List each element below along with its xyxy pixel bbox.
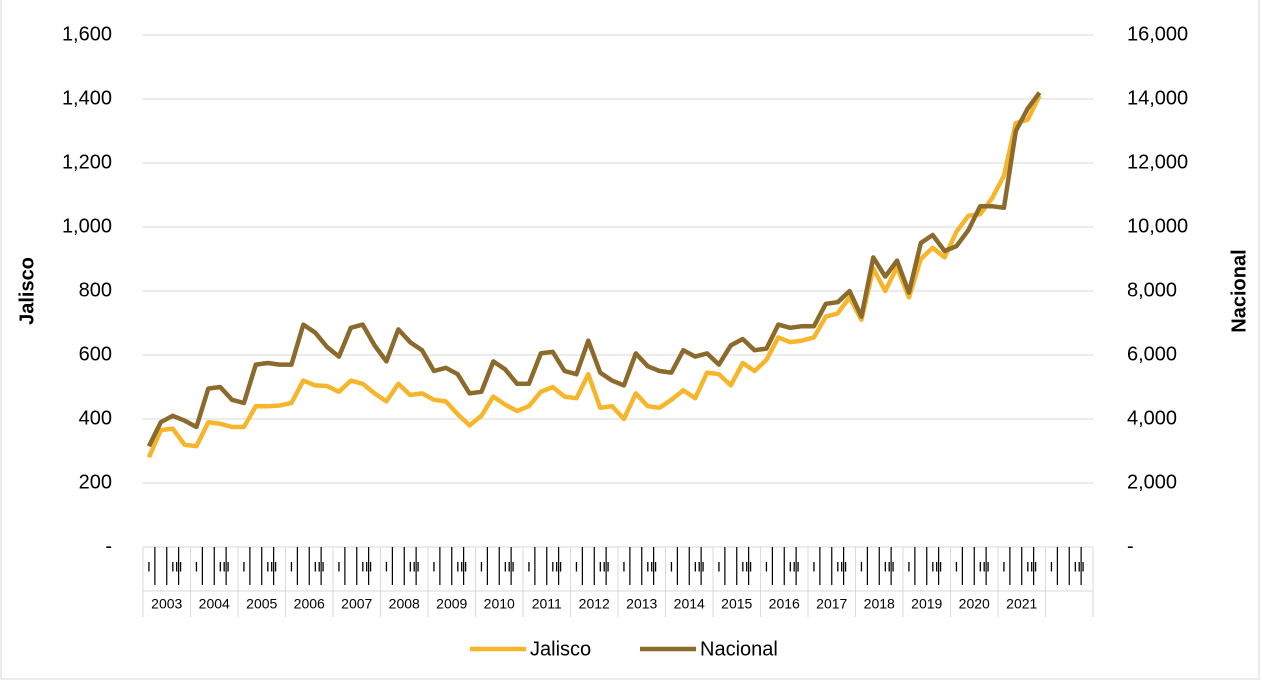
line-series xyxy=(146,94,1042,459)
x-tick-label: I xyxy=(1002,559,1006,575)
x-tick-label: III xyxy=(788,559,800,575)
x-tick-label: III xyxy=(883,559,895,575)
x-tick-label: I xyxy=(764,559,768,575)
x-tick-label: III xyxy=(931,559,943,575)
x-tick-label: I xyxy=(574,559,578,575)
year-label: 2020 xyxy=(959,596,990,612)
year-label: 2007 xyxy=(341,596,372,612)
line-series xyxy=(146,91,1042,448)
y-tick-label: 200 xyxy=(79,471,112,493)
y-tick-label: 1,200 xyxy=(62,151,112,173)
year-label: 2016 xyxy=(769,596,800,612)
y-tick-label: 1,600 xyxy=(62,23,112,45)
x-tick-label: III xyxy=(503,559,515,575)
x-tick-label: I xyxy=(907,559,911,575)
x-tick-label: III xyxy=(171,559,183,575)
x-tick-label: III xyxy=(646,559,658,575)
x-tick-label: III xyxy=(551,559,563,575)
year-label: 2015 xyxy=(721,596,752,612)
x-tick-label: I xyxy=(479,559,483,575)
legend-label: Nacional xyxy=(700,638,778,660)
x-tick-label: III xyxy=(978,559,990,575)
y2-tick-label: 10,000 xyxy=(1127,215,1188,237)
x-tick-label: III xyxy=(408,559,420,575)
x-tick-label: I xyxy=(194,559,198,575)
x-tick-label: I xyxy=(337,559,341,575)
year-label: 2019 xyxy=(911,596,942,612)
y-axis-title: Jalisco xyxy=(16,257,38,325)
y2-tick-label: 14,000 xyxy=(1127,87,1188,109)
x-tick-label: I xyxy=(384,559,388,575)
y2-tick-label: 4,000 xyxy=(1127,407,1177,429)
y2-tick-label: 16,000 xyxy=(1127,23,1188,45)
x-tick-label: I xyxy=(717,559,721,575)
y2-tick-label: 2,000 xyxy=(1127,471,1177,493)
y2-tick-label: - xyxy=(1127,535,1134,557)
x-tick-label: I xyxy=(622,559,626,575)
y-tick-label: 400 xyxy=(79,407,112,429)
x-tick-label: III xyxy=(218,559,230,575)
x-tick-label: III xyxy=(741,559,753,575)
x-tick-label: I xyxy=(289,559,293,575)
x-tick-label: I xyxy=(812,559,816,575)
y2-tick-label: 12,000 xyxy=(1127,151,1188,173)
year-label: 2004 xyxy=(199,596,230,612)
year-label: 2003 xyxy=(151,596,182,612)
year-label: 2009 xyxy=(436,596,467,612)
x-tick-label: I xyxy=(527,559,531,575)
y2-tick-label: 6,000 xyxy=(1127,343,1177,365)
x-tick-label: III xyxy=(266,559,278,575)
year-label: 2011 xyxy=(532,596,562,612)
x-tick-label: III xyxy=(313,559,325,575)
year-label: 2014 xyxy=(674,596,705,612)
x-tick-label: III xyxy=(1026,559,1038,575)
x-tick-label: III xyxy=(361,559,373,575)
x-tick-label: III xyxy=(456,559,468,575)
legend-label: Jalisco xyxy=(530,638,591,660)
x-tick-label: I xyxy=(147,559,151,575)
y2-axis-title: Nacional xyxy=(1228,249,1250,332)
x-tick-label: III xyxy=(836,559,848,575)
x-tick-label: I xyxy=(669,559,673,575)
y-tick-label: 800 xyxy=(79,279,112,301)
year-label: 2021 xyxy=(1006,596,1037,612)
year-label: 2010 xyxy=(484,596,515,612)
y2-tick-label: 8,000 xyxy=(1127,279,1177,301)
x-tick-label: III xyxy=(598,559,610,575)
year-label: 2018 xyxy=(864,596,895,612)
y-tick-label: 600 xyxy=(79,343,112,365)
year-label: 2005 xyxy=(246,596,277,612)
y-tick-label: 1,400 xyxy=(62,87,112,109)
x-tick-label: III xyxy=(693,559,705,575)
year-label: 2013 xyxy=(626,596,657,612)
year-label: 2017 xyxy=(816,596,847,612)
x-tick-label: I xyxy=(242,559,246,575)
x-tick-label: III xyxy=(1073,559,1085,575)
x-tick-label: I xyxy=(954,559,958,575)
year-label: 2012 xyxy=(579,596,610,612)
year-label: 2008 xyxy=(389,596,420,612)
x-tick-label: I xyxy=(1049,559,1053,575)
x-tick-label: I xyxy=(859,559,863,575)
x-tick-label: I xyxy=(432,559,436,575)
year-label: 2006 xyxy=(294,596,325,612)
y-tick-label: 1,000 xyxy=(62,215,112,237)
y-tick-label: - xyxy=(105,535,112,557)
